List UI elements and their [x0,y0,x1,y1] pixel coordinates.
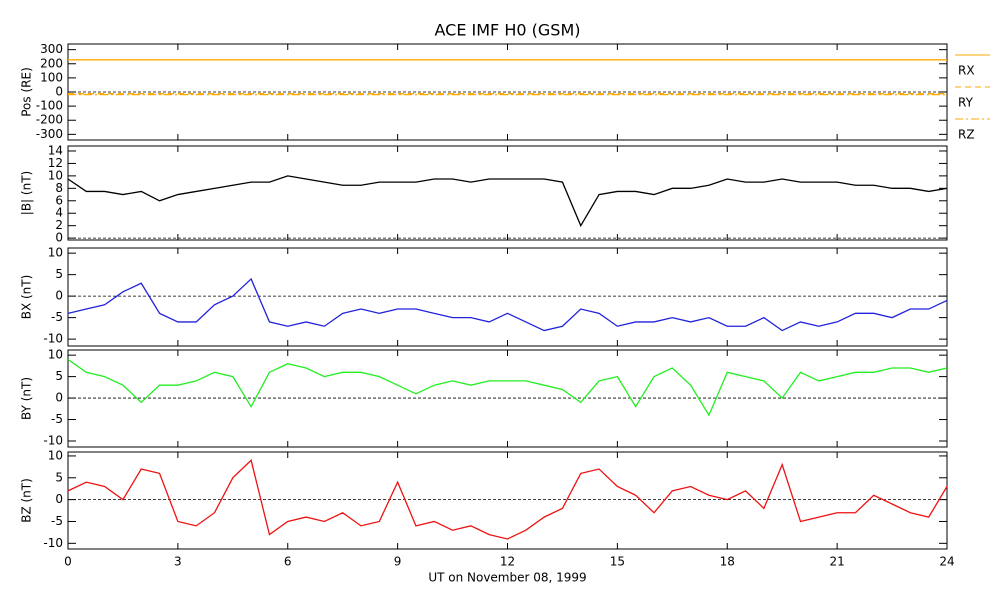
y-tick-label: 0 [55,391,63,405]
y-tick-label: 0 [55,289,63,303]
y-axis-label: BZ (nT) [20,478,34,523]
x-tick-label: 6 [284,555,292,569]
y-tick-label: -10 [43,332,63,346]
x-tick-label: 12 [500,555,515,569]
data-line [67,277,948,332]
y-tick-label: 100 [40,70,63,84]
legend-label: RZ [958,128,975,142]
y-tick-label: 200 [40,56,63,70]
y-axis-label: BY (nT) [20,377,34,420]
y-tick-label: -5 [51,514,63,528]
x-tick-label: 0 [64,555,72,569]
y-tick-label: 10 [48,168,63,182]
y-tick-label: 5 [55,267,63,281]
y-tick-label: -100 [36,99,63,113]
y-tick-label: 10 [48,348,63,362]
x-tick-label: 15 [610,555,625,569]
y-tick-label: 0 [55,492,63,506]
x-axis-label: UT on November 08, 1999 [428,571,586,585]
y-tick-label: -5 [51,412,63,426]
y-tick-label: -200 [36,113,63,127]
y-tick-label: 10 [48,448,63,462]
y-tick-label: 2 [55,218,63,232]
x-tick-label: 18 [720,555,735,569]
chart-title: ACE IMF H0 (GSM) [435,21,581,40]
y-tick-label: 12 [48,156,63,170]
y-tick-label: -300 [36,127,63,141]
data-line [67,175,948,228]
y-axis-label: Pos (RE) [20,67,34,117]
x-tick-label: 9 [394,555,402,569]
legend-label: RY [958,96,974,110]
y-axis-label: BX (nT) [20,275,34,320]
y-tick-label: 300 [40,42,63,56]
panel-frame [67,349,948,448]
data-line [67,459,948,540]
panel-frame [67,145,948,241]
y-tick-label: 6 [55,193,63,207]
y-tick-label: 0 [55,85,63,99]
panel-frame [67,247,948,347]
y-tick-label: 5 [55,470,63,484]
y-tick-label: 10 [48,246,63,260]
x-tick-label: 21 [829,555,844,569]
y-tick-label: 14 [48,143,63,157]
y-tick-label: 4 [55,206,63,220]
y-tick-label: -10 [43,433,63,447]
x-tick-label: 24 [939,555,954,569]
data-line [67,358,948,417]
y-tick-label: 8 [55,181,63,195]
x-tick-label: 3 [174,555,182,569]
y-tick-label: -10 [43,536,63,550]
y-tick-label: 0 [55,231,63,245]
y-tick-label: -5 [51,310,63,324]
y-axis-label: |B| (nT) [20,171,34,215]
panel-frame [67,451,948,550]
legend-label: RX [958,64,975,78]
y-tick-label: 5 [55,369,63,383]
